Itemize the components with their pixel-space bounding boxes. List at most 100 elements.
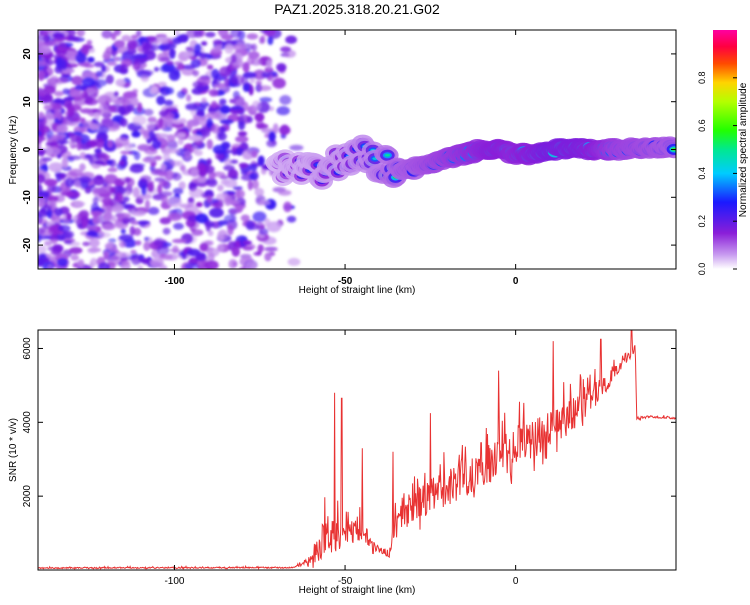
spectrogram-noise-cell <box>74 201 86 206</box>
spectrogram-noise-cell <box>141 42 153 51</box>
spectrogram-noise-cell <box>259 224 266 229</box>
spectrogram-noise-cell <box>211 68 220 80</box>
spectrogram-noise-cell <box>95 70 103 78</box>
spectrogram-noise-cell <box>93 160 105 165</box>
spectrogram-noise-cell <box>69 247 83 254</box>
colorbar-tick-label: 0.8 <box>697 72 707 85</box>
spectrogram-noise-cell <box>143 241 151 251</box>
spectrogram-noise-cell <box>130 220 140 225</box>
spectrogram-noise-cell <box>204 54 214 60</box>
spectrogram-noise-cell <box>148 130 155 138</box>
spectrogram-noise-cell <box>164 99 174 106</box>
snr-x-tick-label: -100 <box>164 576 184 587</box>
spectrogram-noise-cell <box>81 219 88 229</box>
spectrogram-noise-cell <box>82 77 96 88</box>
spectrogram-noise-cell <box>51 122 57 131</box>
spectrogram-noise-cell <box>152 138 162 150</box>
spectrogram-noise-cell <box>68 56 77 66</box>
spectrogram-noise-cell <box>72 116 85 123</box>
spectrogram-noise-cell <box>205 111 220 120</box>
snr-frame <box>37 329 677 571</box>
spectrogram-noise-cell <box>62 88 70 95</box>
spectrogram-noise-cell <box>62 230 74 239</box>
spectrogram-noise-cell <box>63 240 73 245</box>
spectrogram-noise-cell <box>120 150 133 155</box>
spectrogram-noise-cell <box>238 121 246 131</box>
spectrogram-noise-cell <box>167 212 182 221</box>
spectrogram-noise-cell <box>71 75 84 86</box>
spectrogram-noise-cell <box>162 43 177 50</box>
spectrogram-noise-cell <box>261 128 273 134</box>
spectrogram-x-tick-label: -50 <box>338 276 353 287</box>
spectrogram-plot-area <box>38 30 676 269</box>
spectrogram-noise-cell <box>245 220 255 231</box>
spectrogram-noise-cell <box>219 175 229 180</box>
spectrogram-noise-cell <box>67 105 76 117</box>
spectrogram-y-tick-label: -20 <box>22 237 33 252</box>
spectrogram-noise-cell <box>156 245 170 256</box>
spectrogram-y-axis-label: Frequency (Hz) <box>8 116 19 185</box>
spectrogram-noise-cell <box>178 181 186 190</box>
spectrogram-noise-cell <box>38 142 42 150</box>
spectrogram-noise-cell <box>258 200 271 206</box>
spectrogram-noise-cell <box>53 30 65 33</box>
spectrogram-noise-cell <box>97 109 110 116</box>
spectrogram-noise-cell <box>38 173 46 184</box>
spectrogram-noise-cell <box>212 39 223 46</box>
spectrogram-noise-cell <box>90 210 103 216</box>
spectrogram-noise-cell <box>289 144 304 151</box>
spectrogram-noise-cell <box>101 197 112 204</box>
spectrogram-noise-cell <box>187 135 203 142</box>
spectrogram-noise-cell <box>86 39 93 46</box>
spectrogram-noise-cell <box>248 51 260 60</box>
spectrogram-noise-cell <box>57 224 71 232</box>
colorbar-tick-label: 0.6 <box>697 119 707 132</box>
spectrogram-noise-cell <box>186 119 201 127</box>
spectrogram-noise-cell <box>158 110 169 117</box>
spectrogram-noise-cell <box>201 41 208 46</box>
spectrogram-noise-cell <box>278 189 292 196</box>
spectrogram-noise-cell <box>206 139 213 150</box>
spectrogram-noise-cell <box>38 151 45 157</box>
spectrogram-noise-cell <box>107 61 117 66</box>
spectrogram-noise-cell <box>264 252 272 262</box>
spectrogram-noise-cell <box>98 232 111 238</box>
spectrogram-noise-cell <box>206 195 212 203</box>
spectrogram-noise-cell <box>155 133 170 139</box>
spectrogram-noise-cell <box>153 237 165 247</box>
spectrogram-noise-cell <box>159 217 171 225</box>
spectrogram-noise-cell <box>242 61 250 73</box>
spectrogram-noise-cell <box>255 80 262 86</box>
spectrogram-noise-cell <box>118 259 131 266</box>
spectrogram-noise-cell <box>261 71 271 79</box>
spectrogram-noise-cell <box>279 95 292 105</box>
spectrogram-noise-cell <box>47 263 54 269</box>
spectrogram-noise-cell <box>176 132 186 139</box>
spectrogram-x-axis-label: Height of straight line (km) <box>299 285 416 296</box>
spectrogram-noise-cell <box>237 131 248 137</box>
spectrogram-noise-cell <box>217 231 224 242</box>
spectrogram-noise-cell <box>177 138 184 145</box>
spectrogram-noise-cell <box>272 77 286 89</box>
spectrogram-noise-cell <box>219 66 232 77</box>
spectrogram-noise-cell <box>245 260 257 269</box>
spectrogram-noise-cell <box>70 254 79 261</box>
spectrogram-noise-cell <box>86 230 98 237</box>
spectrogram-noise-cell <box>176 160 184 167</box>
snr-y-tick-label: 2000 <box>22 485 33 508</box>
spectrogram-noise-cell <box>63 96 75 101</box>
spectrogram-noise-cell <box>193 30 203 38</box>
spectrogram-noise-cell <box>156 95 166 106</box>
spectrogram-noise-cell <box>127 39 138 50</box>
spectrogram-noise-cell <box>266 59 273 69</box>
spectrogram-noise-cell <box>250 164 258 172</box>
spectrogram-noise-cell <box>93 61 105 68</box>
spectrogram-noise-cell <box>169 48 176 59</box>
spectrogram-noise-cell <box>196 162 206 171</box>
spectrogram-noise-cell <box>51 244 62 256</box>
spectrogram-noise-cell <box>199 101 210 108</box>
spectrogram-noise-cell <box>56 257 69 267</box>
spectrogram-noise-cell <box>230 74 245 86</box>
spectrogram-noise-cell <box>79 108 93 114</box>
